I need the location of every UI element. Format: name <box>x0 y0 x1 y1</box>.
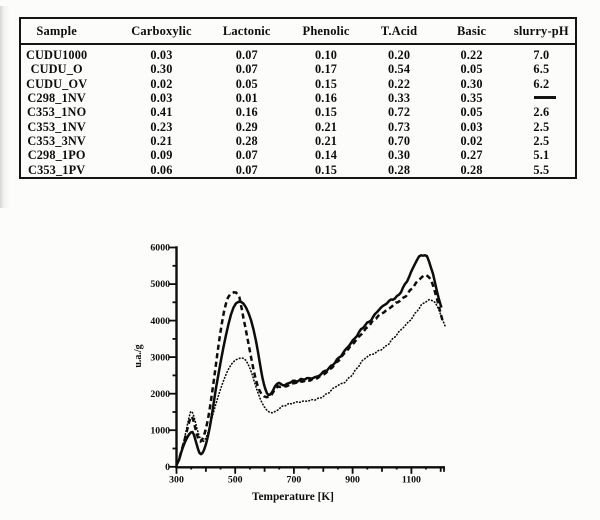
svg-text:Temperature [K]: Temperature [K] <box>252 491 334 503</box>
svg-text:900: 900 <box>345 475 360 486</box>
svg-text:5000: 5000 <box>150 279 170 290</box>
svg-text:1000: 1000 <box>150 425 170 436</box>
svg-text:4000: 4000 <box>150 316 170 327</box>
svg-text:0: 0 <box>165 462 170 473</box>
svg-text:2000: 2000 <box>150 389 170 400</box>
svg-text:u.a./g: u.a./g <box>133 344 144 367</box>
svg-text:500: 500 <box>228 475 243 486</box>
svg-text:1100: 1100 <box>402 475 421 486</box>
svg-text:6000: 6000 <box>150 243 170 254</box>
svg-text:3000: 3000 <box>150 352 170 363</box>
svg-text:700: 700 <box>287 475 302 486</box>
svg-text:300: 300 <box>169 475 184 486</box>
